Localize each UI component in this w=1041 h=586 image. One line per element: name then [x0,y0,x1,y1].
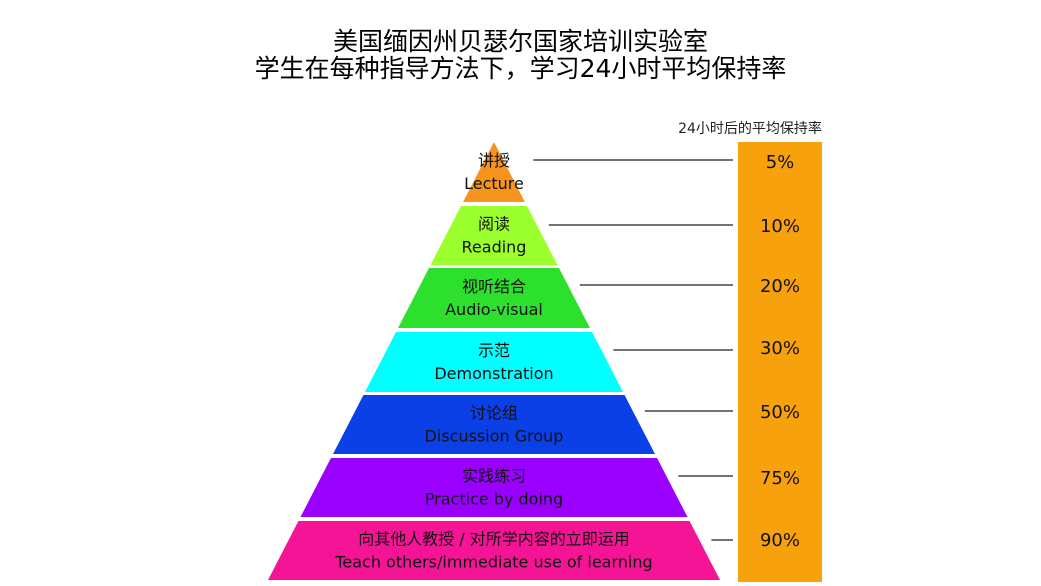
level-label-cn: 实践练习 [462,467,526,486]
pyramid-level-4: 示范 Demonstration 30% [365,332,800,392]
title-line-2: 学生在每种指导方法下，学习24小时平均保持率 [254,54,787,83]
level-label-cn: 讨论组 [470,404,518,423]
retention-rate: 5% [766,152,795,173]
level-label-en: Lecture [464,174,524,193]
level-band [333,395,655,454]
level-label-en: Teach others/immediate use of learning [334,553,652,572]
level-label-cn: 阅读 [478,215,510,234]
pyramid-level-1: 讲授 Lecture 5% [463,142,794,202]
retention-bar-title: 24小时后的平均保持率 [678,121,822,137]
level-band [300,458,688,517]
pyramid-level-5: 讨论组 Discussion Group 50% [333,395,800,454]
level-band [365,332,623,392]
level-label-cn: 示范 [478,341,510,360]
level-label-en: Practice by doing [425,490,563,509]
pyramid-level-6: 实践练习 Practice by doing 75% [300,458,800,517]
level-label-en: Reading [462,238,527,257]
level-band [398,268,590,328]
retention-rate: 50% [760,402,800,423]
retention-rate: 10% [760,216,800,237]
pyramid-level-2: 阅读 Reading 10% [430,206,800,265]
pyramid-level-7: 向其他人教授 / 对所学内容的立即运用 Teach others/immediat… [267,521,800,580]
level-label-cn: 向其他人教授 / 对所学内容的立即运用 [358,530,630,549]
retention-rate: 75% [760,468,800,489]
retention-rate: 20% [760,276,800,297]
retention-rate: 30% [760,338,800,359]
level-band [463,142,525,202]
retention-bar [738,142,822,582]
level-label-en: Discussion Group [425,427,564,446]
retention-rate: 90% [760,530,800,551]
level-label-en: Audio-visual [445,300,543,319]
level-label-en: Demonstration [434,364,553,383]
level-label-cn: 视听结合 [462,277,526,296]
level-band [430,206,558,265]
level-band [267,521,721,580]
title-line-1: 美国缅因州贝瑟尔国家培训实验室 [332,27,708,56]
level-label-cn: 讲授 [478,151,510,170]
pyramid-level-3: 视听结合 Audio-visual 20% [398,268,800,328]
